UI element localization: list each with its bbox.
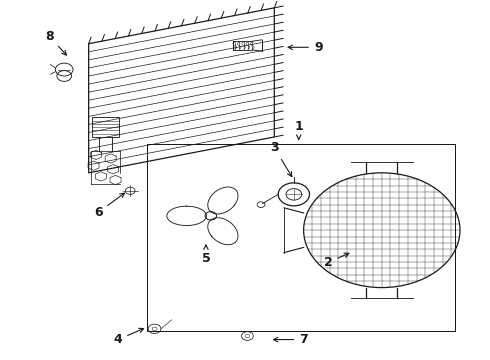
Bar (147, 144, 455, 330)
Text: 4: 4 (114, 328, 144, 346)
Text: 2: 2 (324, 253, 349, 269)
Text: 5: 5 (201, 245, 210, 265)
Text: 8: 8 (45, 30, 67, 55)
Text: 3: 3 (270, 141, 292, 176)
Text: 9: 9 (288, 41, 322, 54)
Text: 6: 6 (94, 193, 124, 219)
Bar (92, 117, 119, 137)
Text: 7: 7 (273, 333, 308, 346)
Text: 1: 1 (294, 120, 303, 139)
